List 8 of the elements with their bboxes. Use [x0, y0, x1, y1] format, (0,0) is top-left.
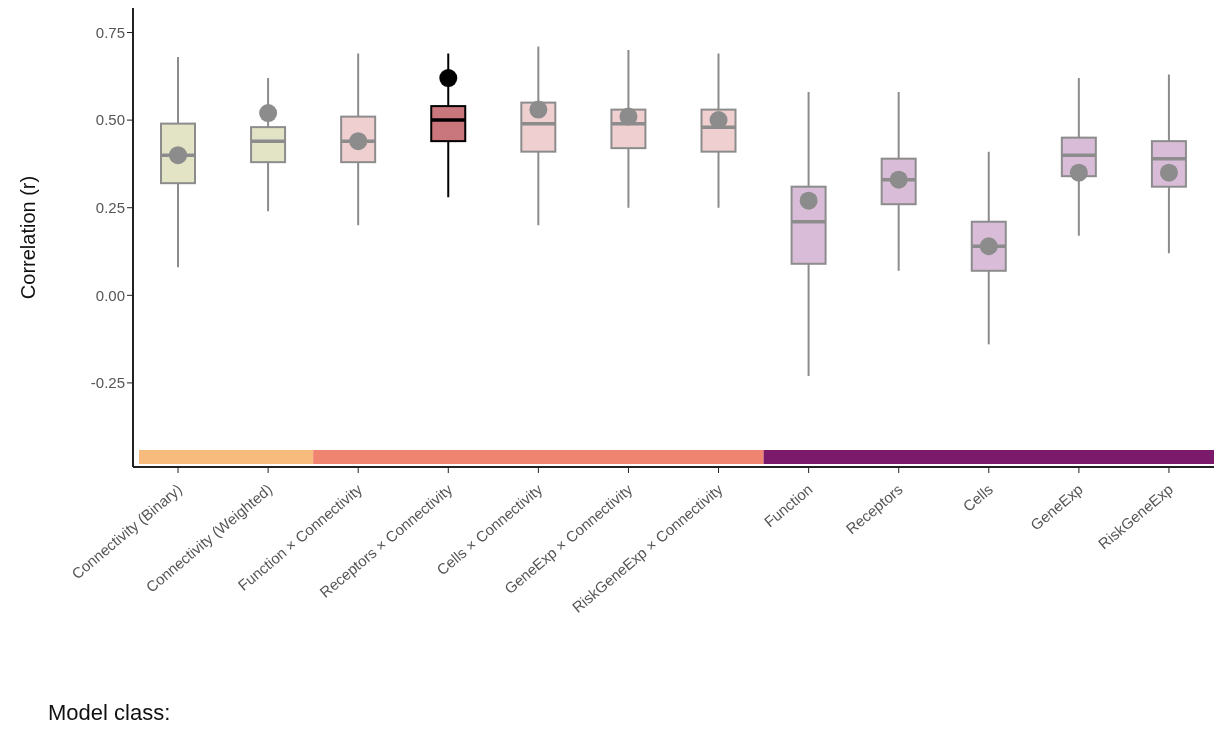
y-tick-label: 0.25	[95, 199, 125, 217]
y-axis-title: Correlation (r)	[17, 175, 40, 300]
text: Model class:	[48, 700, 171, 726]
y-tick-label: 0.50	[95, 111, 125, 129]
y-tick-label: 0.00	[95, 286, 125, 304]
y-tick-label: -0.25	[90, 374, 125, 392]
y-tick-label: 0.75	[95, 23, 125, 41]
x-tick-label: Cells	[959, 480, 996, 515]
